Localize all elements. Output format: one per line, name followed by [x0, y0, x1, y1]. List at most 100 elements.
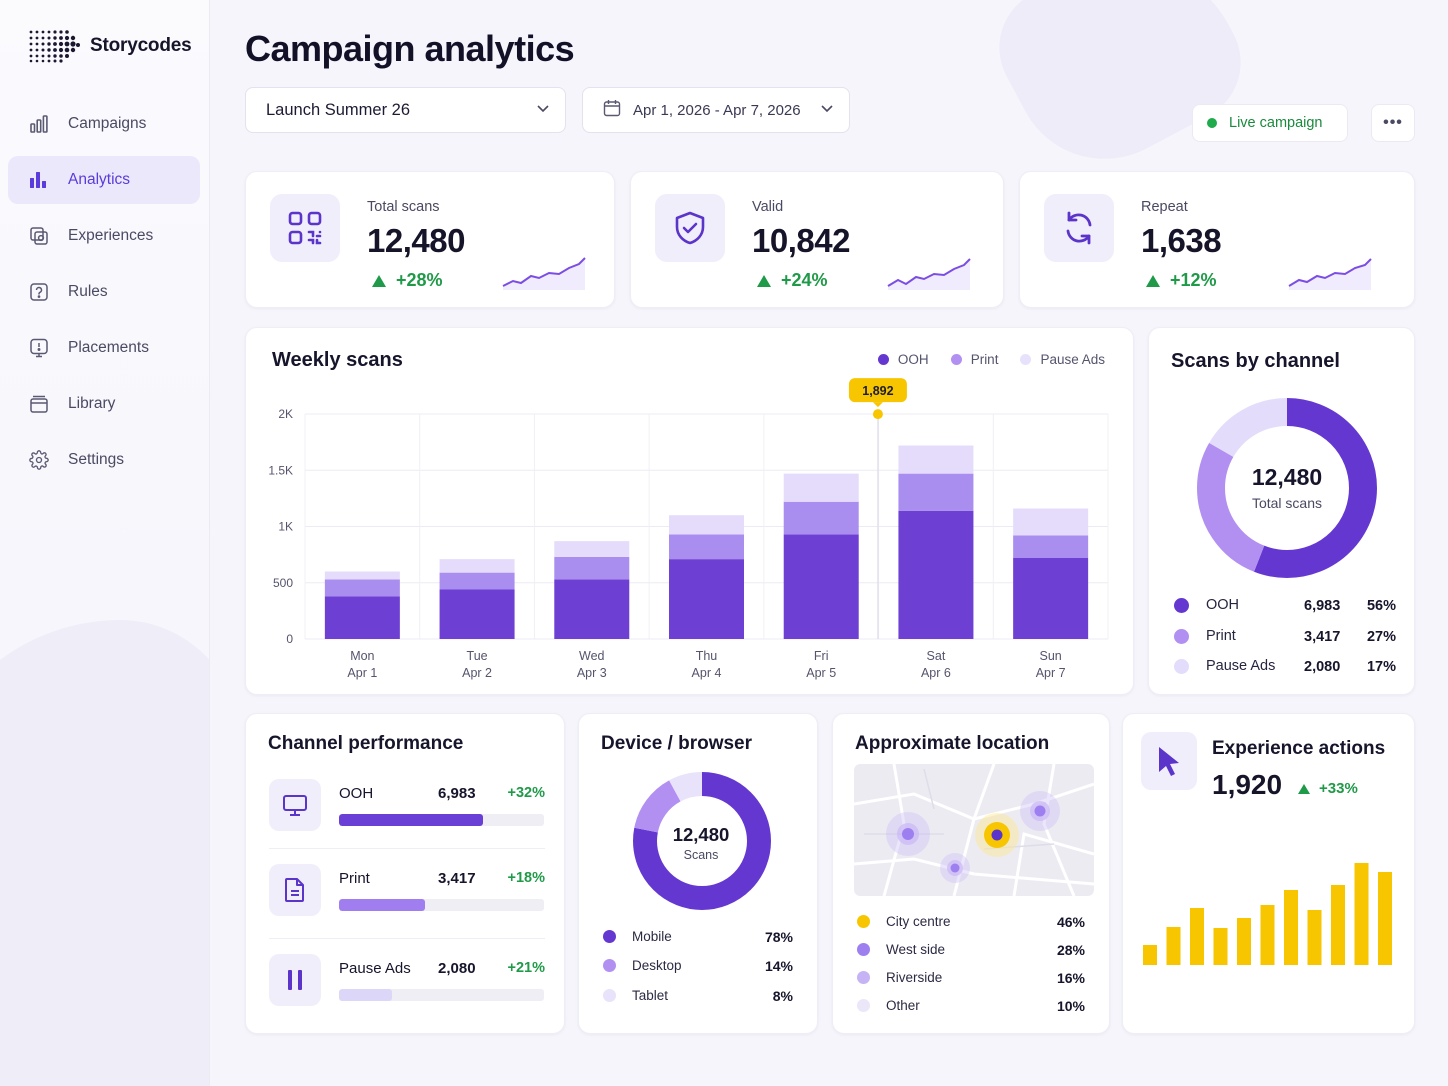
scans-by-channel-card: Scans by channel 12,480 Total scans OOH …	[1148, 327, 1415, 695]
sidebar: Storycodes Campaigns Analytics Experienc…	[0, 0, 210, 1086]
sidebar-item-experiences[interactable]: Experiences	[8, 212, 200, 260]
tooltip-pointer	[872, 402, 883, 408]
y-tick-label: 0	[286, 632, 293, 646]
x-tick-label: Apr 5	[806, 666, 836, 680]
channel-pct: 17%	[1366, 659, 1396, 675]
sparkline	[502, 257, 586, 290]
experience-bar	[1190, 908, 1204, 965]
sidebar-item-analytics[interactable]: Analytics	[8, 156, 200, 204]
legend-dot	[857, 971, 870, 984]
channel-perf-row-print[interactable]: Print 3,417 +18%	[269, 864, 545, 924]
bar-segment-pause-ads	[898, 445, 974, 474]
x-tick-label: Fri	[814, 649, 829, 663]
experience-bar	[1166, 927, 1181, 965]
kpi-delta-value: +28%	[396, 270, 443, 290]
more-options-button[interactable]: •••	[1371, 104, 1415, 142]
shield-check-icon	[655, 194, 725, 262]
kpi-delta-value: +24%	[781, 270, 828, 290]
channel-name: Print	[339, 870, 370, 887]
experience-actions-value: 1,920	[1212, 769, 1283, 800]
date-range-select[interactable]: Apr 1, 2026 - Apr 7, 2026	[582, 87, 850, 133]
location-name: Other	[886, 998, 920, 1013]
divider	[269, 938, 545, 939]
x-tick-label: Apr 6	[921, 666, 951, 680]
bar-segment-ooh	[1013, 558, 1089, 639]
live-campaign-badge[interactable]: Live campaign	[1192, 104, 1348, 142]
tooltip-point	[872, 409, 883, 420]
approximate-location-title: Approximate location	[855, 733, 1050, 754]
channel-row-print: Print	[1174, 628, 1236, 644]
weekly-scans-card: Weekly scans OOH Print Pause Ads 0 500 1K 1…	[245, 327, 1134, 695]
device-row-desktop: Desktop	[603, 958, 682, 973]
location-row-west-side: West side	[857, 942, 945, 957]
experience-bar	[1237, 918, 1251, 965]
bar-segment-print	[669, 534, 744, 560]
channel-value: 3,417	[438, 870, 476, 887]
chart-legend: OOH Print Pause Ads	[877, 352, 1105, 367]
kpi-delta: +28%	[372, 270, 443, 291]
device-name: Tablet	[632, 988, 669, 1003]
progress-fill	[339, 899, 426, 911]
bar-segment-print	[439, 572, 515, 590]
page-title: Campaign analytics	[245, 28, 575, 69]
legend-item-pause-ads[interactable]: Pause Ads	[1020, 352, 1105, 367]
sparkline	[887, 258, 971, 290]
location-pct: 46%	[1056, 914, 1085, 930]
legend-item-ooh[interactable]: OOH	[877, 352, 929, 367]
bar-segment-pause-ads	[669, 515, 744, 535]
experience-delta-value: +33%	[1319, 780, 1358, 797]
channel-name: Pause Ads	[1206, 658, 1276, 674]
tooltip-box	[848, 378, 907, 403]
legend-dot	[603, 989, 616, 1002]
legend-dot	[877, 354, 889, 365]
experience-bar	[1354, 863, 1369, 965]
bar-segment-print	[554, 556, 630, 580]
device-pct: 78%	[764, 929, 793, 945]
kpi-delta: +12%	[1146, 270, 1217, 291]
sidebar-item-placements[interactable]: Placements	[8, 324, 200, 372]
sparkline	[1288, 258, 1372, 290]
channel-value: 6,983	[438, 785, 476, 802]
legend-label: Pause Ads	[1040, 352, 1105, 367]
brand-logo[interactable]: Storycodes	[28, 28, 192, 64]
y-tick-label: 1K	[278, 520, 293, 534]
channel-value: 3,417	[1304, 629, 1341, 645]
sidebar-item-settings[interactable]: Settings	[8, 436, 200, 484]
location-name: City centre	[886, 914, 951, 929]
x-tick-label: Apr 3	[577, 666, 607, 680]
date-range-value: Apr 1, 2026 - Apr 7, 2026	[633, 101, 801, 119]
channel-row-ooh: OOH	[1174, 597, 1239, 613]
sidebar-item-label: Analytics	[68, 171, 131, 188]
location-pct: 10%	[1056, 998, 1085, 1014]
sidebar-item-rules[interactable]: Rules	[8, 268, 200, 316]
channel-pct: 27%	[1366, 629, 1396, 645]
sidebar-item-label: Settings	[68, 451, 125, 468]
trend-up-icon	[1146, 274, 1160, 287]
progress-fill	[339, 989, 393, 1001]
donut-center-value: 12,480	[1251, 464, 1323, 490]
storycodes-logo-icon	[29, 30, 80, 63]
channel-name: OOH	[339, 785, 374, 802]
legend-label: Print	[970, 352, 999, 367]
placement-icon	[28, 337, 50, 359]
channel-perf-row-ooh[interactable]: OOH 6,983 +32%	[269, 779, 545, 839]
donut-center-label: Scans	[683, 848, 719, 862]
sidebar-item-library[interactable]: Library	[8, 380, 200, 428]
trend-up-icon	[372, 274, 386, 287]
location-pct: 28%	[1056, 942, 1085, 958]
legend-item-print[interactable]: Print	[950, 352, 999, 367]
sidebar-item-campaigns[interactable]: Campaigns	[8, 100, 200, 148]
location-map[interactable]	[854, 764, 1094, 896]
tooltip-value: 1,892	[862, 384, 893, 398]
document-icon	[269, 864, 321, 916]
live-campaign-label: Live campaign	[1229, 115, 1323, 131]
campaign-select[interactable]: Launch Summer 26	[245, 87, 566, 133]
experience-actions-bar-chart	[1143, 863, 1392, 965]
location-name: West side	[886, 942, 946, 957]
channel-name: OOH	[1206, 597, 1240, 613]
y-tick-label: 500	[273, 576, 293, 590]
kpi-card-total-scans: Total scans 12,480 +28%	[245, 171, 615, 308]
legend-dot	[950, 354, 962, 365]
legend-dot	[603, 959, 616, 972]
channel-perf-row-pause-ads[interactable]: Pause Ads 2,080 +21%	[269, 954, 545, 1014]
